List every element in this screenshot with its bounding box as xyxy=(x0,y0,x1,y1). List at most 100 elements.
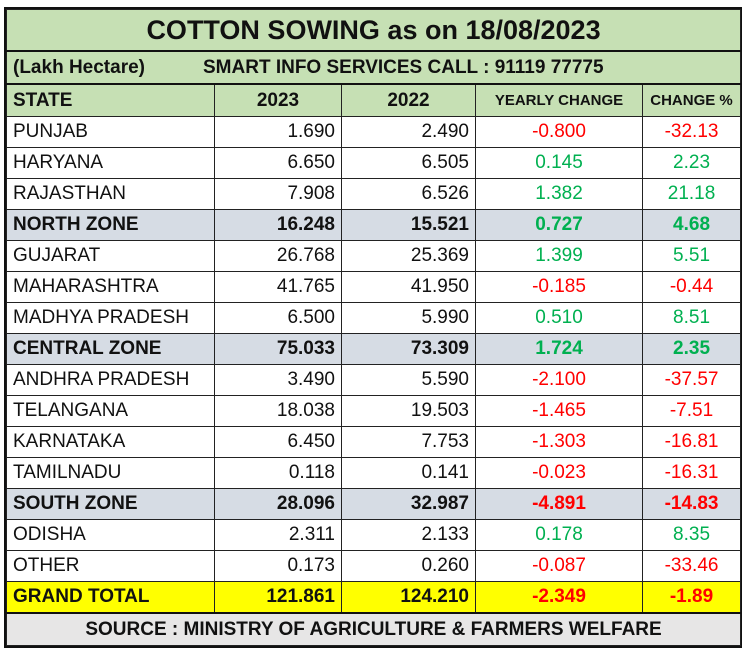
value-2022: 32.987 xyxy=(341,488,476,520)
state-cell: TAMILNADU xyxy=(6,457,215,489)
header-2022: 2022 xyxy=(341,83,476,117)
change-pct: -16.81 xyxy=(641,426,742,458)
yearly-change: -0.087 xyxy=(475,550,643,582)
value-2023: 75.033 xyxy=(214,333,342,365)
header-state: STATE xyxy=(6,83,215,117)
state-cell: GUJARAT xyxy=(6,240,215,272)
value-2023: 16.248 xyxy=(214,209,342,241)
state-cell: TELANGANA xyxy=(6,395,215,427)
value-2023: 6.450 xyxy=(214,426,342,458)
value-2023: 3.490 xyxy=(214,364,342,396)
value-2023: 18.038 xyxy=(214,395,342,427)
state-cell: CENTRAL ZONE xyxy=(6,333,215,365)
value-2023: 0.118 xyxy=(214,457,342,489)
table-row: ODISHA 2.311 2.133 0.178 8.35 xyxy=(6,519,742,551)
change-pct: -33.46 xyxy=(641,550,742,582)
header-row: STATE 2023 2022 YEARLY CHANGE CHANGE % xyxy=(6,83,742,117)
value-2022: 2.490 xyxy=(341,116,476,148)
yearly-change: 0.178 xyxy=(475,519,643,551)
yearly-change: 0.145 xyxy=(475,147,643,179)
value-2022: 5.990 xyxy=(341,302,476,334)
unit-label: (Lakh Hectare) xyxy=(13,56,145,78)
change-pct: 21.18 xyxy=(641,178,742,210)
value-2023: 7.908 xyxy=(214,178,342,210)
change-pct: 2.23 xyxy=(641,147,742,179)
value-2023: 0.173 xyxy=(214,550,342,582)
value-2022: 7.753 xyxy=(341,426,476,458)
yearly-change: 0.727 xyxy=(475,209,643,241)
contact-info: SMART INFO SERVICES CALL : 91119 77775 xyxy=(203,56,604,78)
value-2023: 6.650 xyxy=(214,147,342,179)
yearly-change: 0.510 xyxy=(475,302,643,334)
yearly-change: -2.349 xyxy=(475,581,643,614)
total-row: GRAND TOTAL 121.861 124.210 -2.349 -1.89 xyxy=(6,581,742,614)
change-pct: 8.51 xyxy=(641,302,742,334)
zone-row: SOUTH ZONE 28.096 32.987 -4.891 -14.83 xyxy=(6,488,742,520)
state-cell: OTHER xyxy=(6,550,215,582)
change-pct: -37.57 xyxy=(641,364,742,396)
yearly-change: 1.382 xyxy=(475,178,643,210)
value-2022: 15.521 xyxy=(341,209,476,241)
value-2023: 28.096 xyxy=(214,488,342,520)
change-pct: 4.68 xyxy=(641,209,742,241)
state-cell: MAHARASHTRA xyxy=(6,271,215,303)
value-2023: 6.500 xyxy=(214,302,342,334)
change-pct: 2.35 xyxy=(641,333,742,365)
change-pct: -0.44 xyxy=(641,271,742,303)
cotton-sowing-table: COTTON SOWING as on 18/08/2023 (Lakh Hec… xyxy=(4,7,742,648)
yearly-change: -1.465 xyxy=(475,395,643,427)
table-row: MAHARASHTRA 41.765 41.950 -0.185 -0.44 xyxy=(6,271,742,303)
yearly-change: -0.185 xyxy=(475,271,643,303)
value-2022: 19.503 xyxy=(341,395,476,427)
yearly-change: -4.891 xyxy=(475,488,643,520)
source-note: SOURCE : MINISTRY OF AGRICULTURE & FARME… xyxy=(5,612,742,646)
state-cell: MADHYA PRADESH xyxy=(6,302,215,334)
value-2022: 6.526 xyxy=(341,178,476,210)
table-row: KARNATAKA 6.450 7.753 -1.303 -16.81 xyxy=(6,426,742,458)
value-2023: 121.861 xyxy=(214,581,342,614)
header-2023: 2023 xyxy=(214,83,342,117)
value-2022: 0.260 xyxy=(341,550,476,582)
change-pct: 8.35 xyxy=(641,519,742,551)
table-row: MADHYA PRADESH 6.500 5.990 0.510 8.51 xyxy=(6,302,742,334)
table-row: ANDHRA PRADESH 3.490 5.590 -2.100 -37.57 xyxy=(6,364,742,396)
table-row: GUJARAT 26.768 25.369 1.399 5.51 xyxy=(6,240,742,272)
state-cell: ODISHA xyxy=(6,519,215,551)
yearly-change: 1.724 xyxy=(475,333,643,365)
header-change-pct: CHANGE % xyxy=(641,83,742,117)
change-pct: -1.89 xyxy=(641,581,742,614)
value-2022: 6.505 xyxy=(341,147,476,179)
zone-row: NORTH ZONE 16.248 15.521 0.727 4.68 xyxy=(6,209,742,241)
value-2022: 2.133 xyxy=(341,519,476,551)
state-cell: GRAND TOTAL xyxy=(6,581,215,614)
value-2022: 5.590 xyxy=(341,364,476,396)
table-row: PUNJAB 1.690 2.490 -0.800 -32.13 xyxy=(6,116,742,148)
yearly-change: 1.399 xyxy=(475,240,643,272)
yearly-change: -1.303 xyxy=(475,426,643,458)
state-cell: KARNATAKA xyxy=(6,426,215,458)
zone-row: CENTRAL ZONE 75.033 73.309 1.724 2.35 xyxy=(6,333,742,365)
table-row: TAMILNADU 0.118 0.141 -0.023 -16.31 xyxy=(6,457,742,489)
yearly-change: -0.023 xyxy=(475,457,643,489)
value-2022: 25.369 xyxy=(341,240,476,272)
state-cell: NORTH ZONE xyxy=(6,209,215,241)
value-2022: 41.950 xyxy=(341,271,476,303)
state-cell: PUNJAB xyxy=(6,116,215,148)
change-pct: -7.51 xyxy=(641,395,742,427)
value-2022: 0.141 xyxy=(341,457,476,489)
value-2023: 1.690 xyxy=(214,116,342,148)
table-row: OTHER 0.173 0.260 -0.087 -33.46 xyxy=(6,550,742,582)
state-cell: RAJASTHAN xyxy=(6,178,215,210)
value-2023: 2.311 xyxy=(214,519,342,551)
value-2022: 73.309 xyxy=(341,333,476,365)
table-row: HARYANA 6.650 6.505 0.145 2.23 xyxy=(6,147,742,179)
value-2023: 26.768 xyxy=(214,240,342,272)
subtitle-row: (Lakh Hectare) SMART INFO SERVICES CALL :… xyxy=(5,50,742,85)
table-row: TELANGANA 18.038 19.503 -1.465 -7.51 xyxy=(6,395,742,427)
yearly-change: -0.800 xyxy=(475,116,643,148)
value-2022: 124.210 xyxy=(341,581,476,614)
yearly-change: -2.100 xyxy=(475,364,643,396)
state-cell: ANDHRA PRADESH xyxy=(6,364,215,396)
change-pct: 5.51 xyxy=(641,240,742,272)
state-cell: HARYANA xyxy=(6,147,215,179)
